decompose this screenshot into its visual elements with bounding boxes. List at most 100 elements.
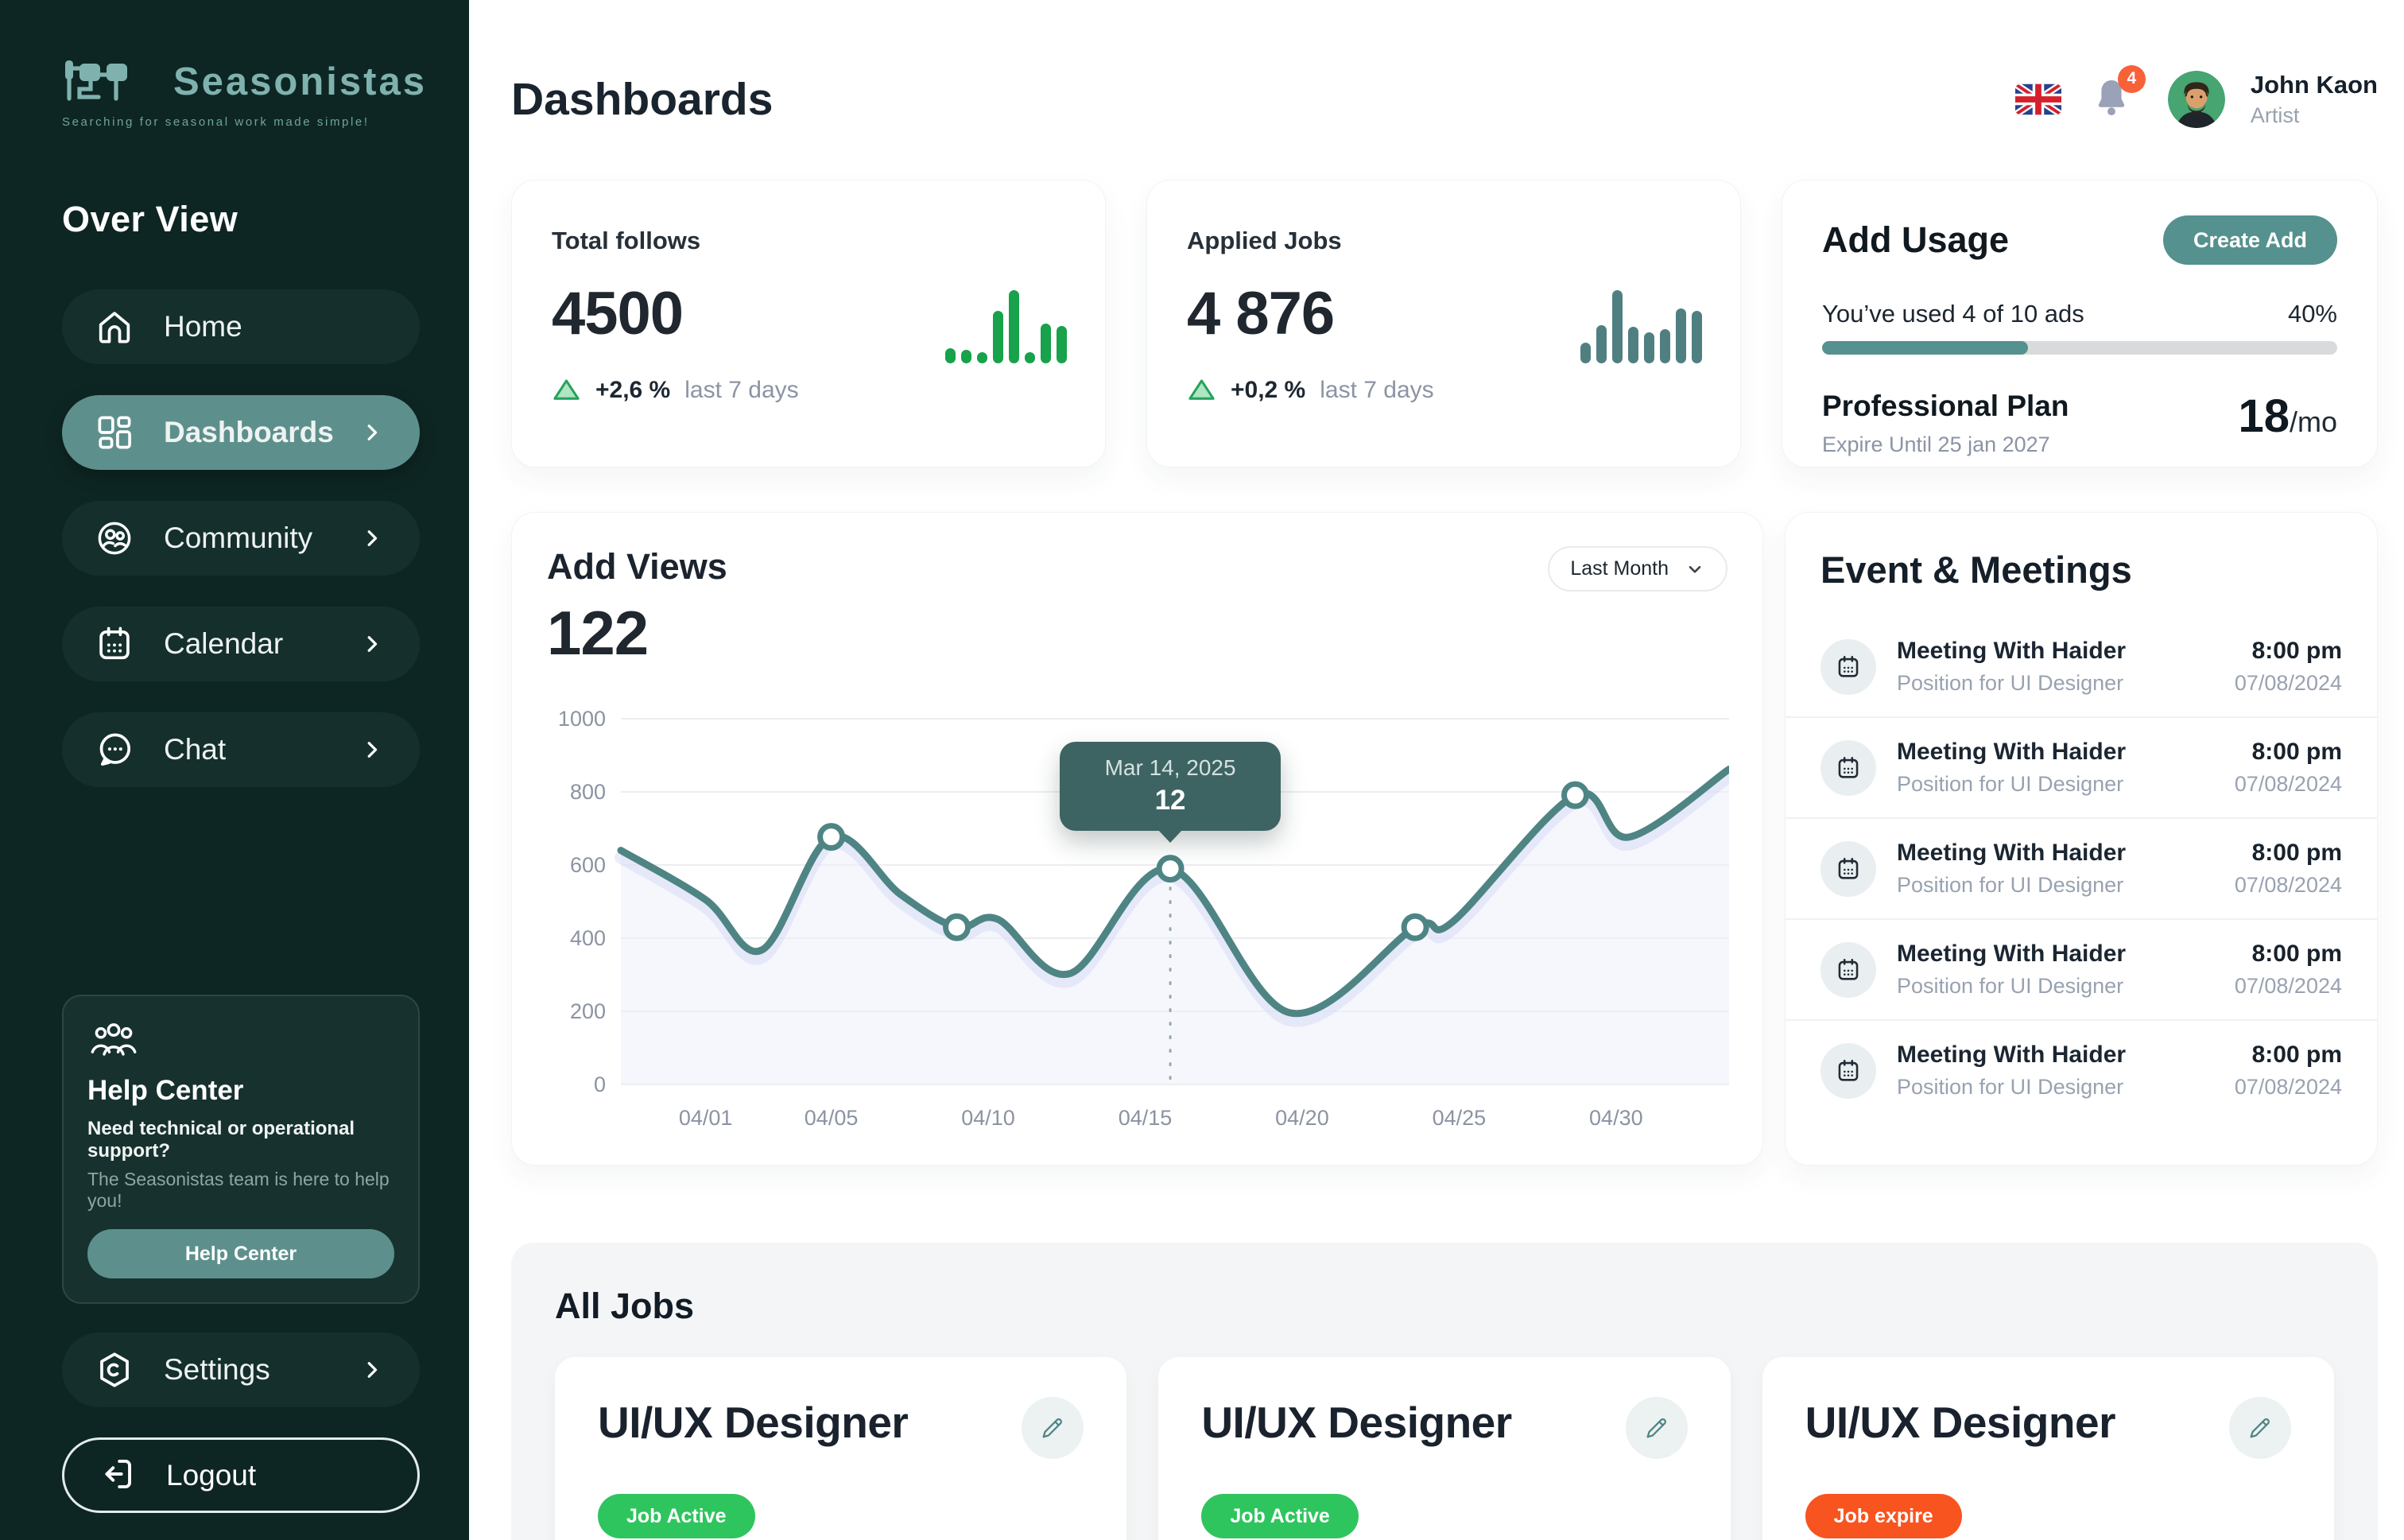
event-list-item[interactable]: Meeting With Haider Position for UI Desi… bbox=[1786, 716, 2377, 817]
sidebar-item-settings[interactable]: Settings bbox=[62, 1332, 420, 1407]
line-chart-svg: 0 200 400 600 800 1000 04/01 04/05 04/10 04/15 04/… bbox=[558, 711, 1729, 1130]
event-title: Meeting With Haider bbox=[1897, 1042, 2127, 1068]
event-subtitle: Position for UI Designer bbox=[1897, 1075, 2124, 1099]
applied-mini-bar-chart bbox=[1580, 290, 1702, 363]
usage-text: You’ve used 4 of 10 ads bbox=[1822, 300, 2084, 328]
event-title: Meeting With Haider bbox=[1897, 941, 2127, 967]
period-dropdown-value: Last Month bbox=[1570, 557, 1669, 580]
chevron-right-icon bbox=[358, 735, 386, 764]
event-subtitle: Position for UI Designer bbox=[1897, 772, 2124, 796]
event-list-item[interactable]: Meeting With Haider Position for UI Desi… bbox=[1786, 817, 2377, 918]
logout-icon bbox=[96, 1453, 138, 1497]
logout-button[interactable]: Logout bbox=[62, 1437, 420, 1513]
help-title: Help Center bbox=[87, 1075, 244, 1106]
edit-job-button[interactable] bbox=[1022, 1397, 1084, 1459]
sidebar-item-community[interactable]: Community bbox=[62, 501, 420, 576]
events-list: Meeting With Haider Position for UI Desi… bbox=[1786, 617, 2377, 1120]
notifications-button[interactable]: 4 bbox=[2090, 64, 2146, 123]
edit-job-button[interactable] bbox=[2228, 1397, 2291, 1459]
header-actions: 4 John Kaon Artist bbox=[2014, 64, 2378, 128]
trend-period: last 7 days bbox=[1320, 376, 1434, 403]
sidebar-item-label: Chat bbox=[164, 733, 227, 766]
svg-text:04/15: 04/15 bbox=[1119, 1106, 1173, 1130]
community-icon bbox=[94, 518, 135, 559]
gear-icon bbox=[94, 1349, 135, 1391]
notification-count-badge: 4 bbox=[2117, 64, 2146, 93]
event-subtitle: Position for UI Designer bbox=[1897, 974, 2124, 998]
sidebar-item-calendar[interactable]: Calendar bbox=[62, 607, 420, 681]
pencil-icon bbox=[1646, 1418, 1666, 1438]
chevron-right-icon bbox=[358, 418, 386, 447]
event-list-item[interactable]: Meeting With Haider Position for UI Desi… bbox=[1786, 617, 2377, 716]
event-date: 07/08/2024 bbox=[2234, 974, 2342, 998]
chevron-down-icon bbox=[1689, 565, 1701, 573]
period-dropdown[interactable]: Last Month bbox=[1548, 546, 1727, 592]
sidebar-item-home[interactable]: Home bbox=[62, 289, 420, 364]
event-subtitle: Position for UI Designer bbox=[1897, 671, 2124, 695]
follows-mini-bar-chart bbox=[945, 290, 1067, 363]
events-meetings-card: Event & Meetings Meeting With Haider Pos… bbox=[1785, 512, 2378, 1166]
job-status-badge: Job expire bbox=[1805, 1494, 1962, 1538]
stat-label: Applied Jobs bbox=[1187, 227, 1342, 254]
sidebar-item-label: Home bbox=[164, 310, 242, 343]
pencil-icon bbox=[2250, 1418, 2270, 1438]
event-calendar-icon bbox=[1820, 941, 1876, 998]
events-title: Event & Meetings bbox=[1820, 549, 2132, 591]
trend-row: +2,6 % last 7 days bbox=[552, 375, 1067, 405]
usage-percent: 40% bbox=[2287, 300, 2337, 328]
create-add-button[interactable]: Create Add bbox=[2162, 215, 2337, 265]
svg-text:04/05: 04/05 bbox=[805, 1106, 859, 1130]
chevron-right-icon bbox=[358, 630, 386, 658]
event-list-item[interactable]: Meeting With Haider Position for UI Desi… bbox=[1786, 1019, 2377, 1120]
people-icon bbox=[87, 1023, 140, 1061]
event-time: 8:00 pm bbox=[2251, 739, 2342, 765]
brand-logo: Seasonistas bbox=[62, 56, 425, 107]
brand-tagline: Searching for seasonal work made simple! bbox=[62, 115, 370, 129]
event-time: 8:00 pm bbox=[2251, 1042, 2342, 1068]
chat-icon bbox=[94, 729, 135, 770]
main-header: Dashboards bbox=[511, 64, 2378, 132]
job-status-badge: Job Active bbox=[1201, 1494, 1359, 1538]
job-title: UI/UX Designer bbox=[1805, 1398, 2116, 1447]
svg-text:800: 800 bbox=[570, 780, 606, 804]
edit-job-button[interactable] bbox=[1625, 1397, 1688, 1459]
tooltip-value: 12 bbox=[1154, 784, 1186, 816]
sidebar-item-chat[interactable]: Chat bbox=[62, 712, 420, 787]
trend-row: +0,2 % last 7 days bbox=[1187, 375, 1702, 405]
job-title: UI/UX Designer bbox=[1201, 1398, 1512, 1447]
svg-text:0: 0 bbox=[594, 1073, 606, 1096]
event-calendar-icon bbox=[1820, 638, 1876, 695]
event-calendar-icon bbox=[1820, 1042, 1876, 1099]
event-list-item[interactable]: Meeting With Haider Position for UI Desi… bbox=[1786, 918, 2377, 1019]
sidebar-item-label: Settings bbox=[164, 1353, 270, 1386]
job-card: UI/UX Designer Job Active We are seeking… bbox=[1158, 1357, 1731, 1540]
views-line-chart: 0 200 400 600 800 1000 04/01 04/05 04/10 04/15 04/… bbox=[547, 711, 1729, 1136]
applied-jobs-card: Applied Jobs 4 876 +0,2 % last 7 days bbox=[1146, 180, 1741, 467]
avatar[interactable] bbox=[2167, 71, 2225, 128]
chevron-right-icon bbox=[358, 524, 386, 553]
all-jobs-section: All Jobs UI/UX Designer Job Active We ar… bbox=[511, 1243, 2378, 1540]
add-usage-title: Add Usage bbox=[1822, 219, 2010, 260]
sidebar-item-label: Dashboards bbox=[164, 416, 334, 448]
middle-row: Add Views 122 Last Month 0 200 400 600 800 10… bbox=[511, 512, 2378, 1166]
tooltip-date: Mar 14, 2025 bbox=[1104, 754, 1236, 780]
event-date: 07/08/2024 bbox=[2234, 671, 2342, 695]
home-icon bbox=[94, 306, 135, 347]
stat-value: 4500 bbox=[552, 280, 684, 347]
job-status-badge: Job Active bbox=[598, 1494, 755, 1538]
help-center-button[interactable]: Help Center bbox=[87, 1229, 394, 1278]
logout-label: Logout bbox=[166, 1458, 257, 1492]
event-title: Meeting With Haider bbox=[1897, 840, 2127, 866]
sidebar-item-dashboards[interactable]: Dashboards bbox=[62, 395, 420, 470]
event-title: Meeting With Haider bbox=[1897, 739, 2127, 765]
svg-text:04/20: 04/20 bbox=[1275, 1106, 1329, 1130]
job-card: UI/UX Designer Job expire We are seeking… bbox=[1762, 1357, 2334, 1540]
add-views-value: 122 bbox=[547, 598, 649, 668]
trend-up-icon bbox=[1188, 379, 1215, 400]
bell-icon bbox=[2098, 80, 2125, 115]
calendar-icon bbox=[94, 623, 135, 665]
event-subtitle: Position for UI Designer bbox=[1897, 873, 2124, 897]
event-date: 07/08/2024 bbox=[2234, 1075, 2342, 1099]
language-flag-button[interactable] bbox=[2014, 83, 2061, 115]
brand-name: Seasonistas bbox=[173, 60, 427, 103]
